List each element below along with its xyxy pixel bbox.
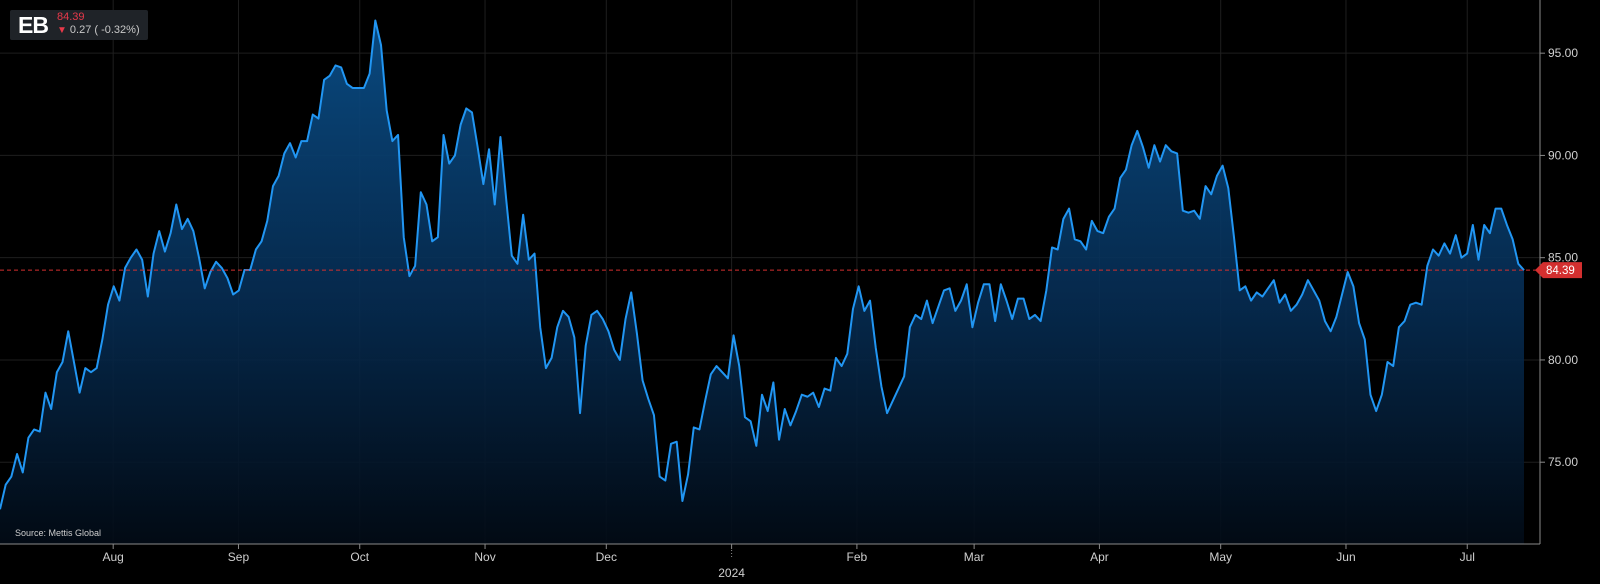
x-tick-label: Aug <box>102 550 123 564</box>
ticker-symbol: EB <box>18 12 49 38</box>
x-tick-label: Feb <box>847 550 868 564</box>
x-tick-label: Mar <box>964 550 985 564</box>
down-triangle-icon: ▼ <box>57 25 67 36</box>
x-tick-label: Jun <box>1336 550 1355 564</box>
y-tick-label: 95.00 <box>1548 46 1578 60</box>
source-label: Source: Mettis Global <box>15 528 102 538</box>
x-tick-label: 2024 <box>718 566 745 580</box>
y-axis-ticks: 75.00 80.00 85.00 90.00 95.00 <box>1540 46 1578 469</box>
y-tick-label: 90.00 <box>1548 148 1578 162</box>
x-tick-label: Apr <box>1090 550 1109 564</box>
y-tick-label: 85.00 <box>1548 251 1578 265</box>
x-tick-label: Dec <box>596 550 617 564</box>
ticker-change: 0.27 ( -0.32%) <box>69 24 140 36</box>
ticker-header: EB 84.39 ▼ 0.27 ( -0.32%) <box>10 10 148 40</box>
ticker-change-row: ▼ 0.27 ( -0.32%) <box>57 24 140 36</box>
x-tick-label: Sep <box>228 550 250 564</box>
y-tick-label: 75.00 <box>1548 455 1578 469</box>
x-tick-label: Jul <box>1460 550 1475 564</box>
last-value-text: 84.39 <box>1546 265 1575 277</box>
x-tick-label: May <box>1209 550 1232 564</box>
x-tick-label: Oct <box>350 550 369 564</box>
series-line <box>0 19 1525 510</box>
last-value-label: 84.39 <box>1535 262 1582 279</box>
price-line <box>0 19 1525 510</box>
area-fill <box>0 20 1524 544</box>
ticker-price: 84.39 <box>57 11 85 23</box>
x-tick-label: Nov <box>474 550 495 564</box>
last-value-badge <box>1535 262 1582 279</box>
area-path <box>0 20 1524 544</box>
y-tick-label: 80.00 <box>1548 353 1578 367</box>
x-axis-ticks: Aug Sep Oct Nov Dec 2024 Feb Mar Apr May Jun Jul <box>102 544 1475 580</box>
